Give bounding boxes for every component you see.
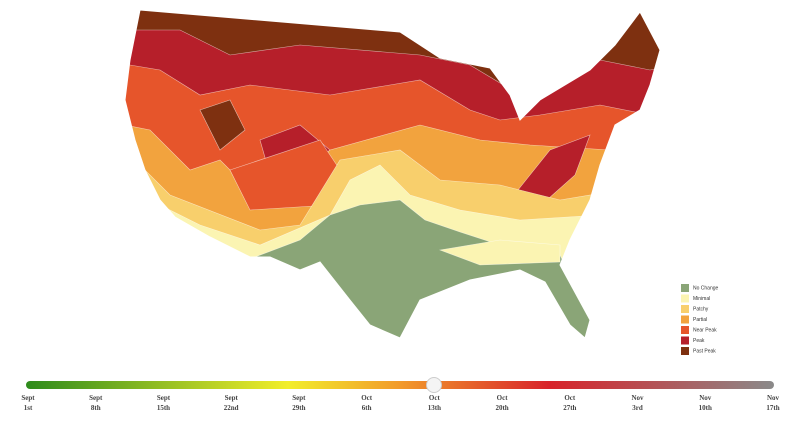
timeline-month[interactable]: Nov <box>699 394 712 402</box>
timeline-month[interactable]: Sept <box>89 394 103 402</box>
legend: No Change Minimal Patchy Partial Near Peak Pe… <box>681 284 719 355</box>
legend-swatch <box>681 326 689 334</box>
timeline-month[interactable]: Oct <box>497 394 509 402</box>
timeline-month[interactable]: Oct <box>564 394 576 402</box>
timeline-month[interactable]: Sept <box>157 394 171 402</box>
legend-label: Partial <box>693 317 707 323</box>
legend-swatch <box>681 305 689 313</box>
timeline-day[interactable]: 6th <box>362 404 372 412</box>
us-map <box>125 10 660 338</box>
timeline-day[interactable]: 8th <box>91 404 101 412</box>
timeline-track[interactable] <box>26 381 774 389</box>
legend-label: Minimal <box>693 296 710 302</box>
timeline-month[interactable]: Sept <box>292 394 306 402</box>
timeline-day[interactable]: 1st <box>24 404 33 412</box>
legend-swatch <box>681 284 689 292</box>
legend-swatch <box>681 347 689 355</box>
timeline-month[interactable]: Nov <box>767 394 780 402</box>
timeline-month[interactable]: Sept <box>21 394 35 402</box>
legend-label: No Change <box>693 285 719 291</box>
legend-label: Past Peak <box>693 348 716 354</box>
timeline-day[interactable]: 29th <box>292 404 305 412</box>
timeline-month[interactable]: Sept <box>225 394 239 402</box>
timeline-labels: Sept 1st Sept 8th Sept 15th Sept 22nd Sept 29th Oc… <box>21 394 779 412</box>
timeline-day[interactable]: 20th <box>495 404 508 412</box>
timeline-day[interactable]: 17th <box>766 404 779 412</box>
timeline-month[interactable]: Nov <box>632 394 645 402</box>
timeline-month[interactable]: Oct <box>429 394 441 402</box>
timeline-knob[interactable] <box>426 377 442 393</box>
us-outline <box>124 9 661 339</box>
timeline-day[interactable]: 15th <box>157 404 170 412</box>
timeline-day[interactable]: 3rd <box>632 404 643 412</box>
legend-label: Patchy <box>693 306 709 312</box>
legend-swatch <box>681 315 689 324</box>
legend-swatch <box>681 294 689 303</box>
timeline-month[interactable]: Oct <box>361 394 373 402</box>
timeline-day[interactable]: 27th <box>563 404 576 412</box>
legend-label: Near Peak <box>693 327 717 333</box>
legend-swatch <box>681 336 689 345</box>
timeline-day[interactable]: 13th <box>428 404 441 412</box>
timeline-day[interactable]: 22nd <box>224 404 239 412</box>
legend-label: Peak <box>693 338 705 344</box>
timeline-day[interactable]: 10th <box>699 404 712 412</box>
